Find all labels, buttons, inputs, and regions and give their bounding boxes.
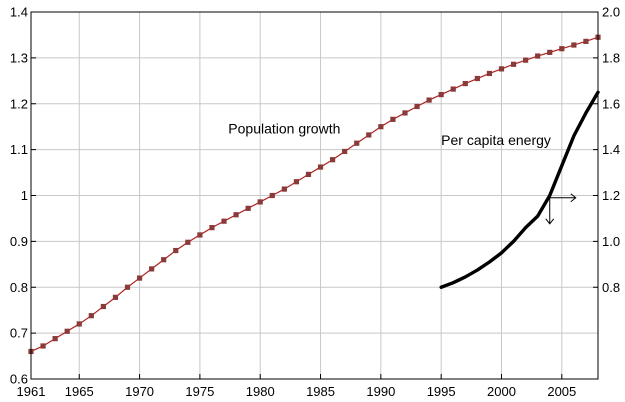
data-point bbox=[269, 192, 275, 199]
y-right-tick-label: 1.2 bbox=[602, 188, 620, 203]
axis-indicator-arrow-down-head bbox=[545, 218, 555, 225]
data-point bbox=[52, 336, 58, 342]
data-point bbox=[486, 70, 493, 77]
x-tick-label: 1980 bbox=[246, 384, 275, 399]
data-point bbox=[510, 61, 517, 67]
grid-lines bbox=[30, 11, 598, 380]
x-tick-label: 2000 bbox=[487, 384, 516, 399]
data-point bbox=[547, 49, 553, 55]
data-point bbox=[571, 42, 577, 48]
data-point bbox=[414, 103, 420, 110]
data-point bbox=[221, 218, 227, 224]
x-tick-label: 1970 bbox=[125, 384, 154, 399]
y-left-tick-label: 1 bbox=[21, 188, 28, 203]
data-point bbox=[281, 186, 287, 192]
data-point bbox=[149, 266, 155, 272]
x-tick-label: 1975 bbox=[185, 384, 214, 399]
data-point bbox=[438, 91, 444, 98]
x-tick-label: 1961 bbox=[17, 384, 46, 399]
y-left-tick-label: 0.8 bbox=[10, 280, 28, 295]
data-point bbox=[378, 124, 384, 130]
series-line-population-growth bbox=[30, 36, 599, 353]
series-annotation-label: Per capita energy bbox=[441, 132, 551, 148]
data-point bbox=[245, 205, 251, 211]
y-left-tick-label: 0.9 bbox=[10, 234, 28, 249]
y-left-tick-label: 1.3 bbox=[10, 50, 28, 65]
y-right-tick-label: 1.8 bbox=[602, 50, 620, 65]
data-point bbox=[366, 132, 372, 138]
data-point bbox=[498, 66, 505, 72]
data-point bbox=[390, 116, 396, 122]
y-left-tick-label: 0.6 bbox=[10, 372, 28, 387]
data-point bbox=[535, 53, 541, 59]
data-point bbox=[354, 140, 360, 146]
data-point bbox=[124, 284, 131, 290]
x-tick-label: 2005 bbox=[547, 384, 576, 399]
y-right-tick-label: 1.4 bbox=[602, 142, 620, 157]
data-point bbox=[450, 86, 456, 92]
axis-indicator-arrow-right-head bbox=[570, 193, 577, 203]
data-point bbox=[402, 110, 408, 116]
data-point bbox=[88, 313, 94, 319]
y-left-tick-label: 1.1 bbox=[10, 142, 28, 157]
axes: 1961 1965 1970 1975 1980 1985 1990 1995 2000 2005… bbox=[10, 5, 620, 400]
y-left-tick-label: 1.4 bbox=[10, 5, 28, 20]
data-point bbox=[233, 212, 239, 218]
data-point bbox=[474, 75, 480, 82]
data-point bbox=[197, 232, 203, 238]
data-point bbox=[100, 303, 106, 310]
data-point bbox=[305, 171, 312, 177]
y-left-tick-label: 1.2 bbox=[10, 96, 28, 111]
data-point bbox=[523, 57, 529, 63]
data-point bbox=[173, 247, 179, 254]
data-point bbox=[257, 199, 263, 205]
y-right-tick-label: 1.0 bbox=[602, 234, 620, 249]
data-point bbox=[209, 225, 215, 231]
y-right-tick-label: 0.8 bbox=[602, 280, 620, 295]
series-line-per-capita-energy bbox=[439, 90, 600, 289]
x-tick-label: 1965 bbox=[65, 384, 94, 399]
x-tick-label: 1995 bbox=[427, 384, 456, 399]
data-point bbox=[329, 157, 336, 163]
series-annotation-label: Population growth bbox=[228, 121, 340, 137]
data-point bbox=[293, 179, 300, 185]
data-point bbox=[462, 80, 468, 87]
data-point bbox=[559, 46, 565, 52]
annotations: Population growth Per capita energy bbox=[228, 121, 577, 225]
data-point bbox=[40, 343, 46, 349]
series-layer bbox=[28, 34, 601, 355]
data-point bbox=[185, 239, 191, 245]
data-point bbox=[426, 97, 432, 103]
data-point bbox=[76, 321, 82, 327]
data-point bbox=[64, 328, 70, 334]
data-point bbox=[583, 38, 589, 44]
data-point bbox=[136, 275, 143, 281]
data-point bbox=[317, 164, 324, 170]
data-point bbox=[112, 294, 119, 300]
y-right-tick-label: 2.0 bbox=[602, 5, 620, 20]
x-tick-label: 1985 bbox=[306, 384, 335, 399]
y-left-tick-label: 0.7 bbox=[10, 326, 28, 341]
y-right-tick-label: 1.6 bbox=[602, 96, 620, 111]
data-point bbox=[342, 148, 348, 155]
data-point bbox=[161, 257, 167, 263]
x-tick-label: 1990 bbox=[366, 384, 395, 399]
